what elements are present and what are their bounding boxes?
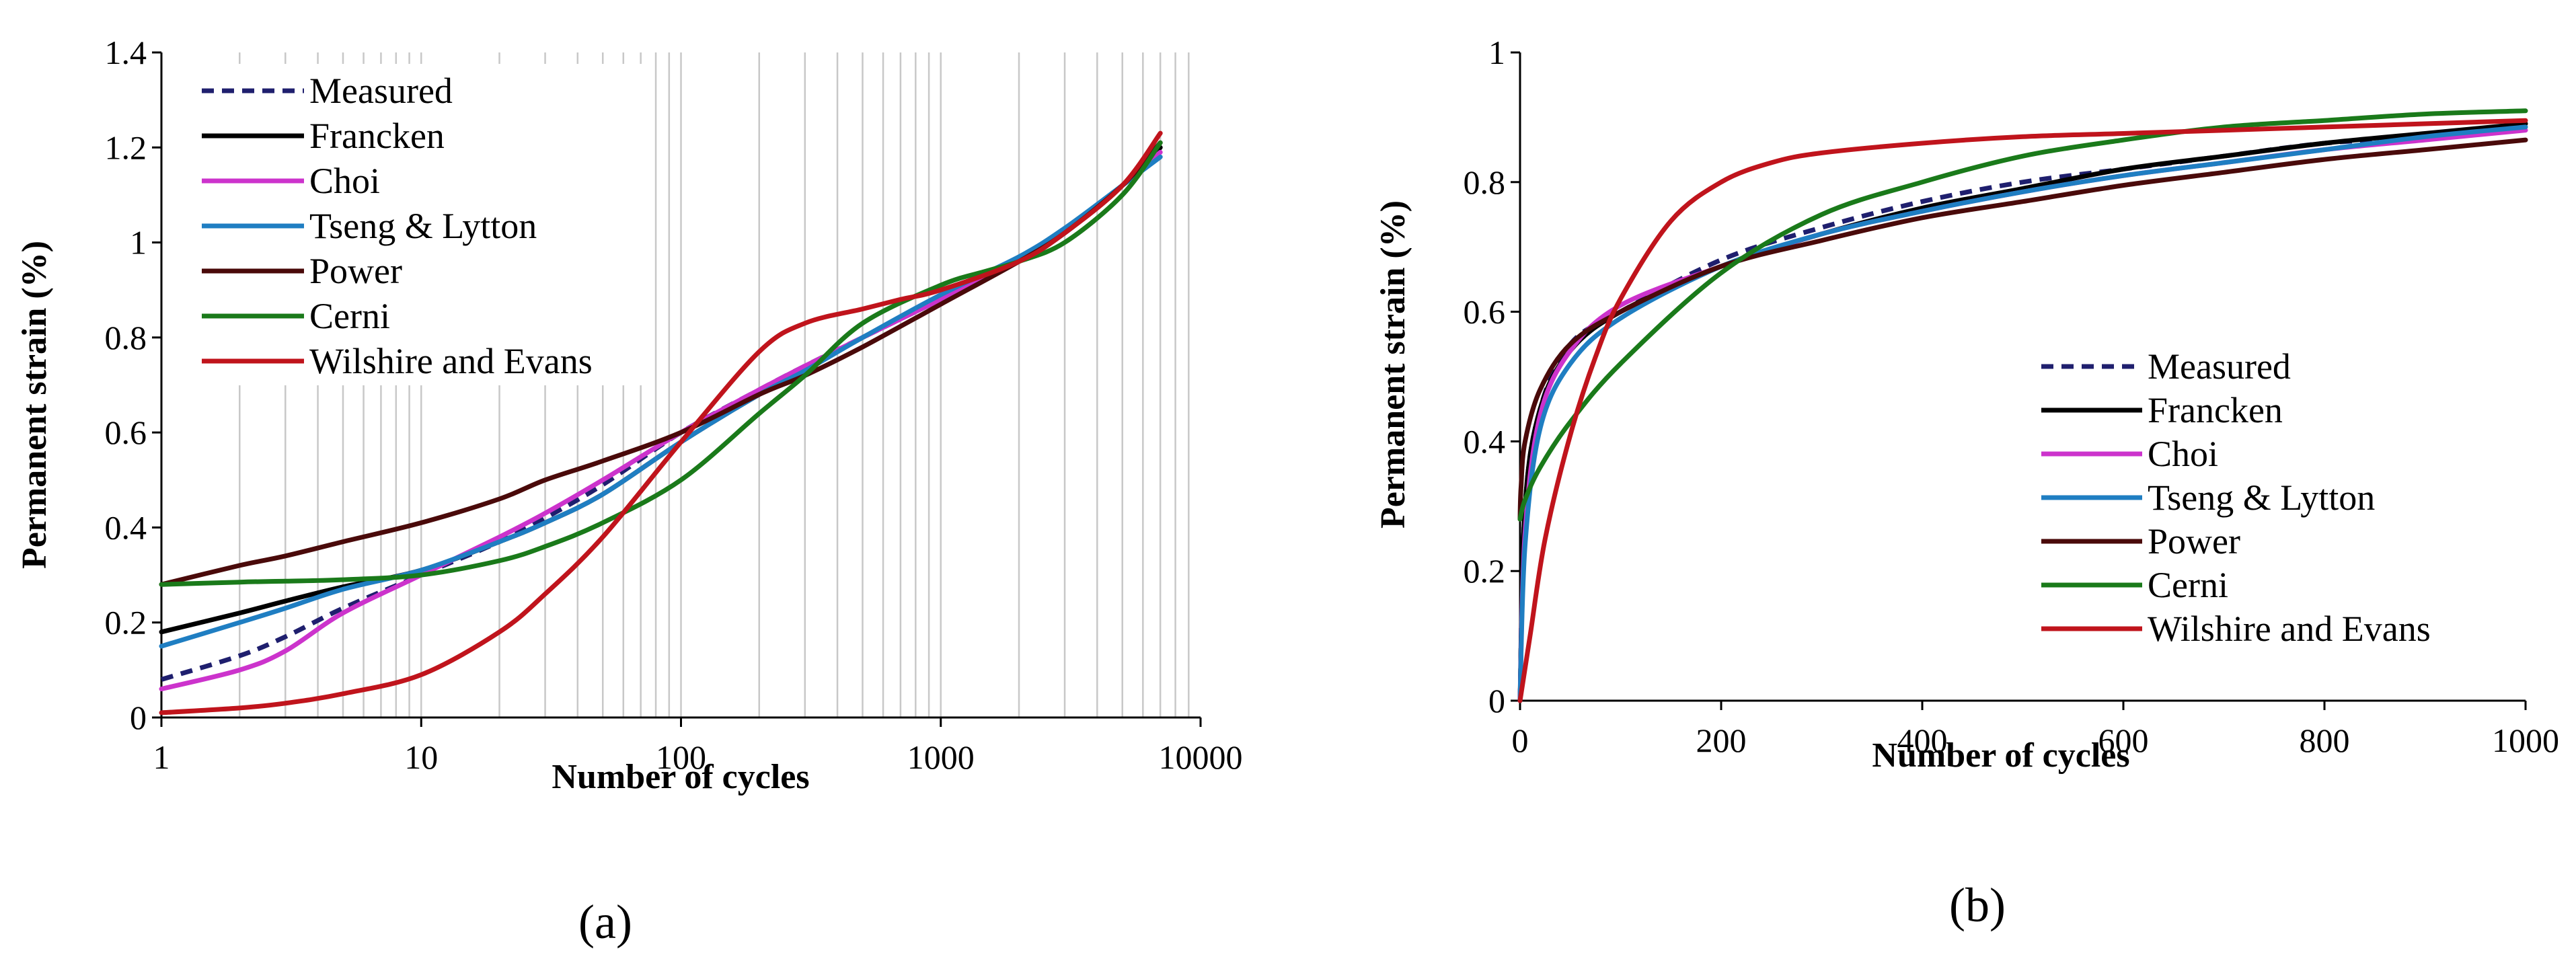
chart-a-legend-label: Measured bbox=[309, 71, 453, 111]
chart-a-y-tick-label: 0.8 bbox=[105, 319, 147, 356]
chart-a-series-wilshire-and-evans bbox=[159, 130, 1163, 715]
chart-a-legend: Measured Francken Choi Tseng & Lytton Power C… bbox=[194, 64, 651, 385]
chart-b-panel-label: (b) bbox=[1949, 878, 2006, 932]
chart-a-y-tick-label: 1.2 bbox=[105, 128, 147, 166]
chart-b-y-tick-label: 0.4 bbox=[1464, 422, 1506, 460]
chart-a-y-axis-title: Permanent strain (%) bbox=[15, 241, 54, 569]
chart-b-x-tick-label: 200 bbox=[1696, 722, 1747, 759]
chart-a-y-tick-label: 0 bbox=[130, 699, 147, 736]
chart-a-legend-label: Tseng & Lytton bbox=[309, 206, 537, 246]
chart-a-axes: 1 10 100 1000 10000 0 0.2 0.4 0.6 0.8 1 1.2 1.4 bbox=[105, 34, 1243, 776]
chart-b-y-tick-label: 0.8 bbox=[1464, 163, 1506, 201]
chart-b-legend-label: Choi bbox=[2148, 434, 2218, 474]
chart-a: 1 10 100 1000 10000 0 0.2 0.4 0.6 0.8 1 1.2 1.4 Meas… bbox=[15, 34, 1243, 949]
chart-a-legend-label: Wilshire and Evans bbox=[309, 341, 593, 381]
chart-a-series bbox=[159, 130, 1163, 715]
chart-b-y-tick-label: 0 bbox=[1488, 682, 1505, 720]
chart-b-legend-label: Tseng & Lytton bbox=[2148, 477, 2375, 518]
chart-b-y-tick-label: 1 bbox=[1488, 34, 1505, 71]
chart-b-x-tick-label: 1000 bbox=[2492, 722, 2559, 759]
chart-a-x-tick-label: 10 bbox=[404, 738, 438, 776]
chart-b-series-cerni bbox=[1517, 108, 2528, 522]
chart-b-y-tick-label: 0.6 bbox=[1464, 293, 1506, 331]
chart-b-legend-label: Power bbox=[2148, 521, 2240, 561]
chart-a-y-tick-label: 0.2 bbox=[105, 604, 147, 642]
chart-b-series-power bbox=[1517, 137, 2528, 522]
chart-b-legend-label: Francken bbox=[2148, 390, 2283, 430]
chart-a-x-tick-label: 10000 bbox=[1159, 738, 1243, 776]
chart-a-y-tick-label: 0.4 bbox=[105, 508, 147, 546]
chart-b-series bbox=[1517, 108, 2528, 703]
chart-a-panel-label: (a) bbox=[578, 895, 632, 949]
chart-a-y-tick-label: 1 bbox=[130, 224, 147, 262]
chart-a-y-tick-label: 1.4 bbox=[105, 34, 147, 71]
chart-b-series-wilshire-and-evans bbox=[1517, 118, 2528, 703]
chart-b: 0 200 400 600 800 1000 0 0.2 0.4 0.6 0.8 1 Measured… bbox=[1374, 34, 2559, 932]
chart-b-x-tick-label: 400 bbox=[1897, 722, 1948, 759]
chart-a-x-tick-label: 1000 bbox=[907, 738, 975, 776]
chart-a-x-tick-label: 100 bbox=[656, 738, 706, 776]
chart-a-legend-label: Power bbox=[309, 251, 402, 291]
chart-b-x-tick-label: 600 bbox=[2098, 722, 2149, 759]
chart-a-x-tick-label: 1 bbox=[153, 738, 170, 776]
chart-b-series-tseng-lytton bbox=[1517, 124, 2528, 703]
chart-b-legend-label: Cerni bbox=[2148, 565, 2228, 605]
chart-b-x-tick-label: 0 bbox=[1512, 722, 1529, 759]
chart-b-x-tick-label: 800 bbox=[2300, 722, 2350, 759]
chart-a-x-axis-title: Number of cycles bbox=[552, 758, 809, 796]
chart-b-axes: 0 200 400 600 800 1000 0 0.2 0.4 0.6 0.8 1 bbox=[1464, 34, 2560, 759]
chart-b-legend-label: Wilshire and Evans bbox=[2148, 609, 2431, 649]
chart-a-legend-label: Choi bbox=[309, 161, 380, 201]
chart-b-y-axis-title: Permanent strain (%) bbox=[1374, 200, 1412, 529]
chart-b-x-axis-title: Number of cycles bbox=[1872, 736, 2129, 775]
chart-a-y-tick-label: 0.6 bbox=[105, 414, 147, 451]
chart-b-y-tick-label: 0.2 bbox=[1464, 552, 1506, 590]
chart-a-legend-label: Francken bbox=[309, 116, 445, 156]
chart-a-legend-label: Cerni bbox=[309, 296, 390, 336]
chart-b-legend-label: Measured bbox=[2148, 346, 2291, 387]
